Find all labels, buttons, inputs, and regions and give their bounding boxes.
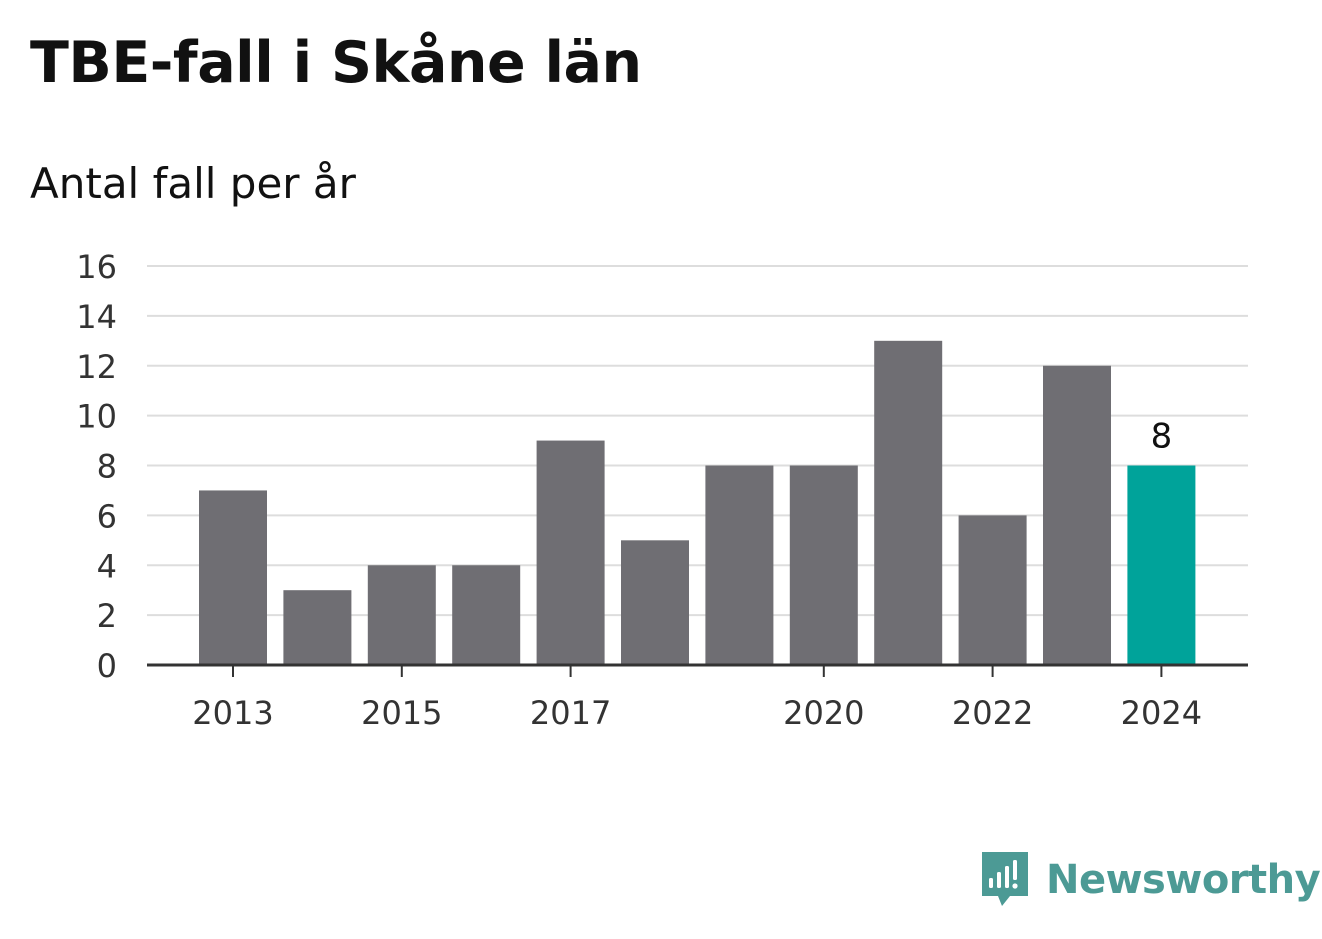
x-tick-label: 2013 (192, 694, 273, 732)
bar-2020 (789, 465, 858, 665)
newsworthy-logo-icon (982, 852, 1028, 906)
x-tick-label: 2015 (361, 694, 442, 732)
y-tick-label: 6 (97, 497, 117, 535)
bar-2022 (958, 515, 1027, 665)
bar-2016 (452, 565, 521, 665)
x-tick-label: 2017 (530, 694, 611, 732)
y-tick-label: 2 (97, 597, 117, 635)
bar-2019 (705, 465, 774, 665)
bar-2018 (621, 540, 689, 665)
y-tick-label: 4 (97, 547, 117, 585)
brand-logo: Newsworthy (980, 848, 1321, 912)
bar-2023 (1043, 365, 1111, 665)
data-label-2024: 8 (1151, 417, 1173, 457)
y-tick-label: 12 (76, 348, 117, 386)
chart-title: TBE-fall i Skåne län (30, 30, 642, 96)
bar-2015 (367, 565, 436, 665)
chart-subtitle: Antal fall per år (30, 159, 356, 208)
bar-2024 (1127, 465, 1196, 665)
y-tick-label: 14 (76, 298, 117, 336)
bar-2017 (536, 440, 605, 665)
bar-2021 (874, 340, 943, 665)
x-tick-label: 2022 (952, 694, 1033, 732)
x-tick-label: 2024 (1121, 694, 1202, 732)
x-tick-label: 2020 (783, 694, 864, 732)
y-tick-label: 10 (76, 398, 117, 436)
y-tick-label: 0 (97, 647, 117, 685)
bars (199, 340, 1196, 665)
x-axis-ticks: 2013 2015 2017 2020 2022 2024 (192, 665, 1202, 732)
bar-2013 (199, 490, 267, 665)
y-tick-label: 8 (97, 448, 117, 486)
brand-name: Newsworthy (1046, 857, 1321, 903)
y-tick-label: 16 (76, 248, 117, 286)
data-labels: 8 (1151, 417, 1173, 457)
bar-2014 (283, 590, 352, 665)
y-axis-ticks: 0 2 4 6 8 10 12 14 16 (76, 248, 117, 685)
